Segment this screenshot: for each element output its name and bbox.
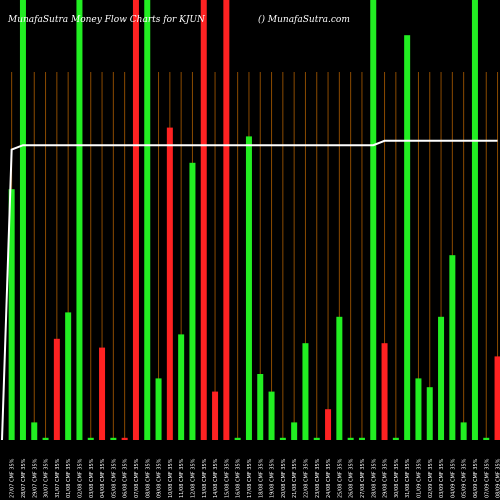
x-tick-label: 03/09 CMF 35% — [439, 458, 445, 498]
x-tick-label: 05/08 CMF 35% — [111, 458, 117, 498]
x-tick-label: 14/08 CMF 35% — [213, 458, 219, 498]
x-tick-label: 27/08 CMF 35% — [360, 458, 366, 498]
x-tick-label: 22/08 CMF 35% — [303, 458, 309, 498]
money-flow-bar — [336, 316, 343, 440]
money-flow-bar — [31, 422, 38, 440]
money-flow-bar — [99, 347, 106, 440]
x-tick-label: 25/08 CMF 35% — [337, 458, 343, 498]
x-tick-label: 04/08 CMF 35% — [100, 458, 106, 498]
x-tick-label: 23/08 CMF 35% — [315, 458, 321, 498]
money-flow-bar — [426, 387, 433, 440]
x-tick-label: 06/08 CMF 35% — [123, 458, 129, 498]
x-tick-label: 29/08 CMF 35% — [383, 458, 389, 498]
money-flow-bar — [460, 422, 467, 440]
money-flow-bar — [392, 437, 399, 440]
money-flow-bar — [370, 0, 377, 440]
money-flow-bar — [166, 127, 173, 440]
money-flow-bar — [494, 356, 500, 440]
grid-lines — [11, 72, 499, 440]
x-tick-label: 01/08 CMF 35% — [66, 458, 72, 498]
money-flow-bar — [257, 374, 264, 440]
x-tick-label: 17/08 CMF 35% — [247, 458, 253, 498]
bars — [8, 0, 500, 441]
x-tick-label: 24/08 CMF 35% — [326, 458, 332, 498]
money-flow-bar — [358, 437, 365, 440]
x-tick-label: 02/08 CMF 35% — [77, 458, 83, 498]
money-flow-bar — [223, 0, 230, 440]
x-tick-label: 04/09 CMF 35% — [450, 458, 456, 498]
x-tick-labels: 27/07 CMF 35% 28/07 CMF 35% 29/07 CMF 35% 3… — [10, 458, 500, 498]
money-flow-bar — [121, 437, 128, 440]
money-flow-bar — [110, 437, 117, 440]
money-flow-bar — [302, 343, 309, 440]
money-flow-bar — [279, 437, 286, 440]
x-tick-label: 21/08 CMF 35% — [292, 458, 298, 498]
site-credit: () MunafaSutra.com — [258, 15, 350, 25]
x-tick-label: 12/08 CMF 35% — [190, 458, 196, 498]
money-flow-bar — [19, 0, 26, 440]
chart-title: MunafaSutra Money Flow Charts for KJUN — [8, 15, 205, 25]
money-flow-bar — [381, 343, 388, 440]
money-flow-line — [1, 139, 498, 441]
money-flow-bar — [53, 338, 60, 440]
x-tick-label: 20/08 CMF 35% — [281, 458, 287, 498]
x-tick-label: 10/08 CMF 35% — [168, 458, 174, 498]
x-tick-label: 06/09 CMF 35% — [473, 458, 479, 498]
money-flow-bar — [8, 189, 15, 440]
x-tick-label: 27/07 CMF 35% — [10, 458, 16, 498]
money-flow-bar — [415, 378, 422, 440]
x-tick-label: 15/08 CMF 35% — [224, 458, 230, 498]
money-flow-bar — [483, 437, 490, 440]
money-flow-bar — [76, 0, 83, 440]
x-tick-label: 02/09 CMF 35% — [428, 458, 434, 498]
x-tick-label: 08/08 CMF 35% — [145, 458, 151, 498]
money-flow-bar — [268, 391, 275, 440]
x-tick-label: 07/08 CMF 35% — [134, 458, 140, 498]
money-flow-bar — [245, 136, 252, 440]
x-tick-label: 03/08 CMF 35% — [89, 458, 95, 498]
x-tick-label: 30/07 CMF 35% — [44, 458, 50, 498]
money-flow-bar — [42, 437, 49, 440]
money-flow-bar — [65, 312, 72, 440]
money-flow-bar — [178, 334, 185, 440]
money-flow-bar — [189, 162, 196, 441]
x-tick-label: 28/07 CMF 35% — [21, 458, 27, 498]
money-flow-bar — [313, 437, 320, 440]
money-flow-bar — [200, 0, 207, 440]
money-flow-bar — [404, 35, 411, 440]
x-tick-label: 28/08 CMF 35% — [371, 458, 377, 498]
money-flow-bar — [325, 409, 332, 440]
x-tick-label: 30/08 CMF 35% — [394, 458, 400, 498]
money-flow-bar — [471, 0, 478, 440]
x-tick-label: 31/07 CMF 35% — [55, 458, 61, 498]
x-tick-label: 26/08 CMF 35% — [349, 458, 355, 498]
money-flow-bar — [144, 0, 151, 440]
x-tick-label: 31/08 CMF 35% — [405, 458, 411, 498]
money-flow-bar — [87, 437, 94, 440]
x-tick-label: 11/08 CMF 35% — [179, 458, 185, 498]
money-flow-bar — [132, 0, 139, 440]
x-tick-label: 07/09 CMF 35% — [484, 458, 490, 498]
money-flow-bar — [438, 316, 445, 440]
money-flow-bar — [449, 255, 456, 440]
x-tick-label: 01/09 CMF 35% — [416, 458, 422, 498]
money-flow-bar — [291, 422, 298, 440]
x-tick-label: 13/08 CMF 35% — [202, 458, 208, 498]
money-flow-bar — [347, 437, 354, 440]
x-tick-label: 19/08 CMF 35% — [270, 458, 276, 498]
money-flow-bar — [234, 437, 241, 440]
money-flow-bar — [155, 378, 162, 440]
x-tick-label: 29/07 CMF 35% — [32, 458, 38, 498]
x-tick-label: 16/08 CMF 35% — [236, 458, 242, 498]
x-tick-label: 08/09 CMF 35% — [496, 458, 500, 498]
x-tick-label: 05/09 CMF 35% — [462, 458, 468, 498]
money-flow-bar — [212, 391, 219, 440]
x-tick-label: 18/08 CMF 35% — [258, 458, 264, 498]
x-tick-label: 09/08 CMF 35% — [157, 458, 163, 498]
